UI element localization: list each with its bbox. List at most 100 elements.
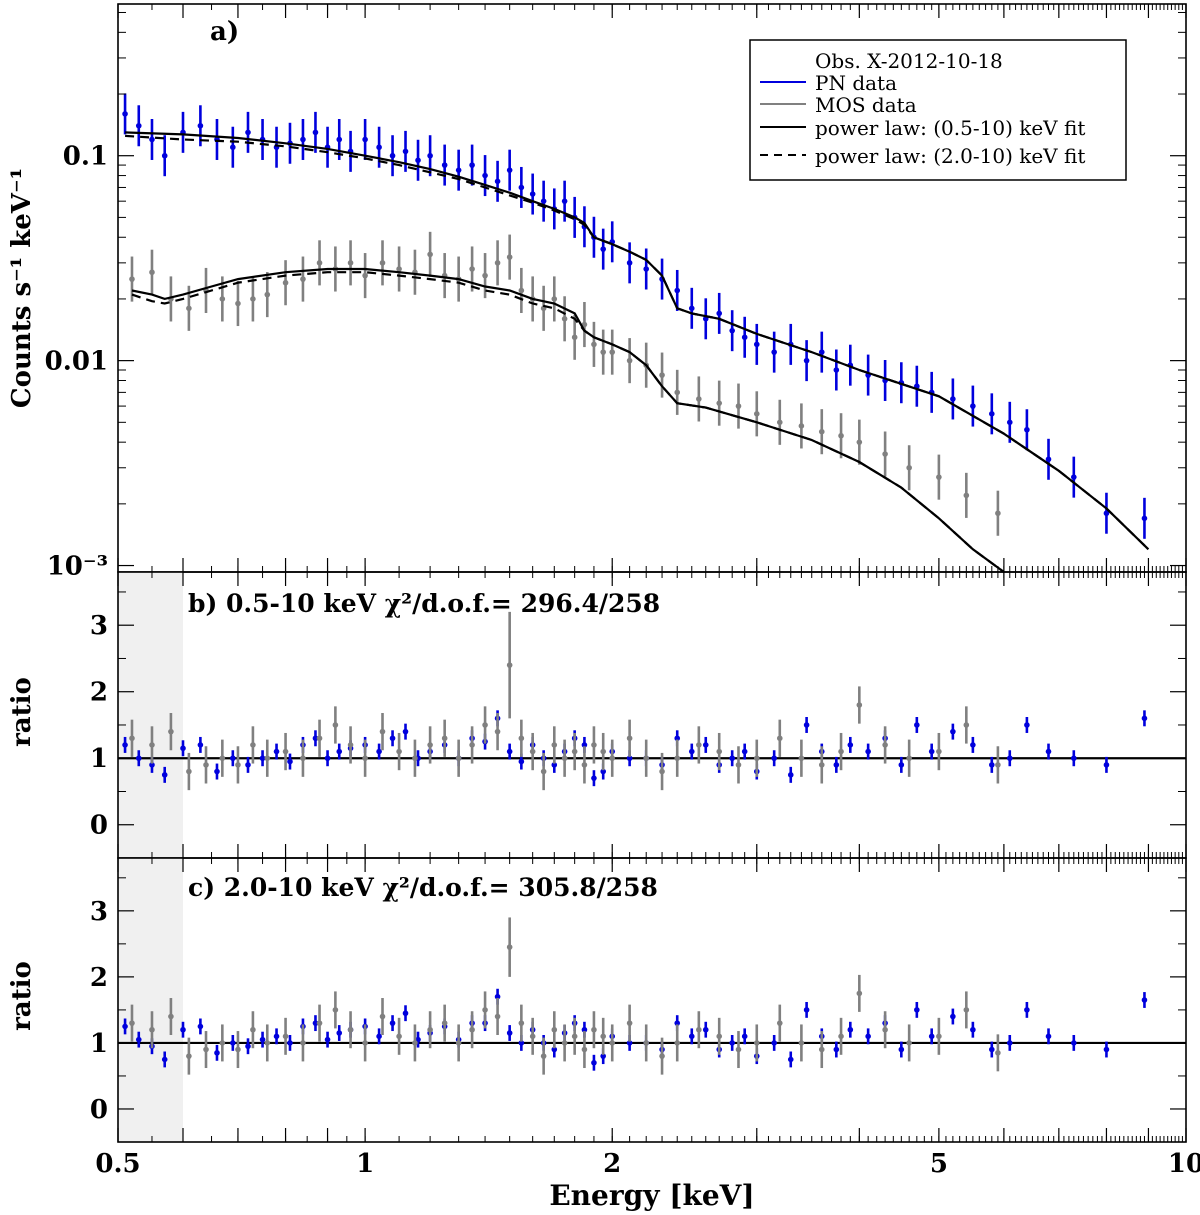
pn-data-point bbox=[273, 748, 280, 755]
mos-data-point bbox=[735, 762, 742, 768]
panel-b-excluded-band bbox=[118, 572, 183, 858]
legend-mos-label: MOS data bbox=[815, 93, 917, 117]
mos-data-point bbox=[882, 742, 888, 748]
mos-data-point bbox=[674, 755, 681, 762]
mos-data-point bbox=[838, 1033, 844, 1040]
mos-data-point bbox=[696, 396, 702, 402]
pn-data-point bbox=[818, 349, 825, 355]
mos-data-point bbox=[316, 735, 323, 742]
mos-data-point bbox=[379, 1013, 386, 1020]
pn-data-point bbox=[149, 136, 155, 143]
mos-data-point bbox=[469, 266, 475, 272]
panel-b-ticks: 0 1 2 3 bbox=[90, 572, 1187, 859]
pn-data-point bbox=[1024, 722, 1030, 728]
pn-data-point bbox=[551, 1046, 558, 1053]
pn-data-point bbox=[482, 172, 488, 179]
pn-data-point bbox=[688, 305, 695, 312]
pn-data-point bbox=[506, 167, 513, 173]
pn-data-point bbox=[455, 167, 462, 173]
mos-data-point bbox=[936, 748, 942, 755]
panel-a-marks bbox=[122, 93, 1150, 573]
mos-data-point bbox=[716, 1033, 723, 1040]
mos-data-point bbox=[427, 742, 433, 748]
legend-title: Obs. X-2012-10-18 bbox=[815, 49, 1003, 73]
panel-b-marks bbox=[118, 572, 1186, 858]
pn-data-point bbox=[135, 755, 142, 762]
mos-data-point bbox=[235, 300, 241, 307]
pn-data-point bbox=[803, 722, 810, 728]
y-tick-label: 2 bbox=[90, 678, 108, 708]
mos-data-point bbox=[776, 1020, 783, 1026]
pn-data-point bbox=[362, 136, 368, 143]
x-tick-label: 5 bbox=[930, 1149, 948, 1179]
panel-a-spectrum: 0.1 0.01 10⁻³ a) Counts s⁻¹ keV⁻¹ Obs. X-2… bbox=[7, 3, 1187, 582]
pn-data-point bbox=[214, 768, 220, 775]
mos-data-point bbox=[995, 510, 1001, 517]
pn-data-point bbox=[441, 162, 448, 168]
pn-data-point bbox=[702, 742, 709, 748]
panel-c-ylabel: ratio bbox=[7, 961, 37, 1031]
mos-data-point bbox=[856, 439, 863, 445]
pn-data-point bbox=[230, 755, 236, 762]
mos-data-point bbox=[659, 768, 665, 775]
mos-data-point bbox=[427, 251, 433, 258]
mos-data-point bbox=[362, 1040, 368, 1046]
mos-data-point bbox=[856, 990, 863, 997]
y-tick-label: 2 bbox=[90, 963, 108, 993]
mos-data-point bbox=[882, 451, 888, 457]
mos-data-point bbox=[494, 260, 501, 266]
pn-data-point bbox=[122, 742, 128, 748]
y-tick-label: 0.1 bbox=[63, 142, 108, 172]
mos-data-point bbox=[551, 1026, 558, 1033]
legend-box bbox=[749, 39, 1127, 181]
pn-data-point bbox=[389, 152, 396, 159]
pn-data-point bbox=[1006, 755, 1013, 762]
mos-data-point bbox=[571, 1033, 578, 1040]
pn-data-point bbox=[389, 1020, 396, 1026]
mos-data-point bbox=[518, 287, 525, 294]
mos-data-point bbox=[936, 1033, 942, 1040]
pn-data-point bbox=[324, 755, 331, 762]
pn-data-point bbox=[989, 1046, 995, 1053]
mos-data-point bbox=[316, 260, 323, 266]
pn-data-point bbox=[626, 260, 633, 266]
pn-data-point bbox=[600, 1053, 606, 1059]
pn-data-point bbox=[989, 762, 995, 768]
mos-data-point bbox=[753, 755, 760, 762]
mos-data-point bbox=[581, 1046, 588, 1053]
pn-data-point bbox=[865, 748, 871, 755]
mos-data-point bbox=[963, 492, 970, 499]
mos-data-point bbox=[609, 349, 616, 355]
pn-data-point bbox=[161, 1056, 168, 1063]
mos-data-point bbox=[581, 321, 588, 328]
pn-data-point bbox=[180, 1026, 186, 1033]
pn-data-point bbox=[741, 334, 748, 341]
pn-data-point bbox=[970, 403, 976, 409]
mos-data-point bbox=[332, 722, 339, 728]
pn-data-point bbox=[427, 152, 433, 159]
mos-data-point bbox=[396, 1033, 402, 1040]
mos-data-point bbox=[735, 403, 742, 409]
pn-data-point bbox=[787, 772, 794, 778]
mos-data-point bbox=[149, 269, 155, 276]
pn-data-point bbox=[626, 1040, 633, 1046]
x-tick-label: 10 bbox=[1168, 1149, 1200, 1179]
mos-data-point bbox=[347, 742, 354, 748]
mos-data-point bbox=[250, 742, 256, 748]
mos-data-point bbox=[300, 1040, 306, 1046]
mos-data-point bbox=[412, 1040, 418, 1046]
pn-data-point bbox=[1006, 419, 1013, 426]
mos-data-point bbox=[412, 755, 418, 762]
pn-data-point bbox=[581, 742, 588, 748]
pn-data-point bbox=[581, 1026, 588, 1033]
mos-data-point bbox=[455, 755, 462, 762]
fit-line-hard-band bbox=[131, 271, 1005, 573]
mos-data-point bbox=[529, 748, 536, 755]
legend: Obs. X-2012-10-18 PN data MOS data power… bbox=[749, 39, 1127, 181]
mos-data-point bbox=[776, 419, 783, 426]
mos-data-point bbox=[441, 735, 448, 742]
mos-data-point bbox=[591, 1026, 597, 1033]
pn-data-point bbox=[847, 742, 854, 748]
mos-data-point bbox=[838, 432, 844, 439]
